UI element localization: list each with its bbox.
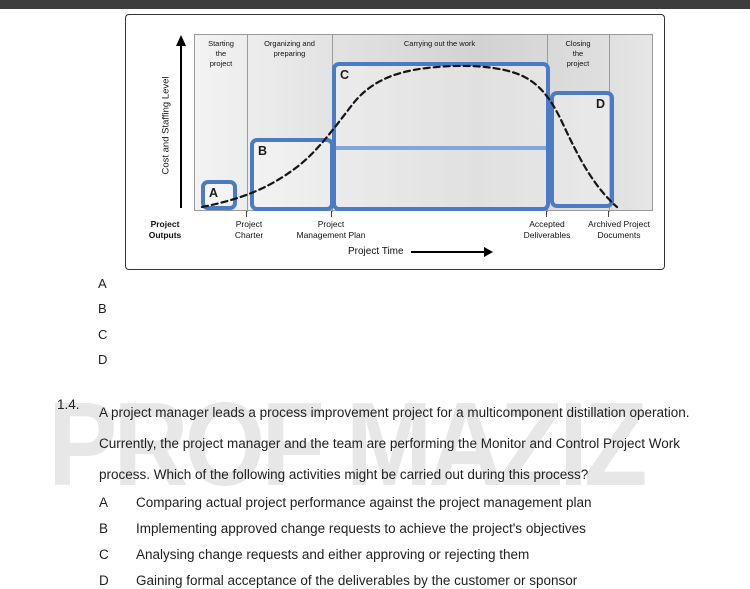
option-d: D Gaining formal acceptance of the delive… [99, 568, 592, 589]
project-lifecycle-diagram: Cost and Staffing Level Starting the pro… [125, 14, 665, 270]
watermark-text: PROF MAZIZ [48, 379, 647, 512]
phase-divider [609, 35, 610, 212]
box-d-label: D [595, 97, 605, 111]
option-b-text: Implementing approved change requests to… [136, 521, 586, 536]
box-b: B [250, 138, 334, 211]
option-b-letter: B [99, 521, 109, 536]
option-c-text: Analysing change requests and either app… [136, 547, 530, 562]
option-c-letter: C [99, 547, 109, 562]
box-a-label: A [209, 186, 219, 200]
question-text: A project manager leads a process improv… [99, 405, 690, 482]
question-options: A Comparing actual project performance ag… [99, 490, 592, 589]
option-d-text: Gaining formal acceptance of the deliver… [136, 573, 578, 588]
phase-label-carrying: Carrying out the work [403, 39, 476, 48]
option-c: C Analysing change requests and either ap… [99, 542, 592, 568]
axis-tick [331, 211, 332, 217]
chart-plot-area: Starting the project Organizing and prep… [194, 34, 653, 212]
phase-label-organizing: Organizing and preparing [264, 39, 315, 58]
axis-tick [546, 211, 547, 217]
box-c-label: C [340, 68, 350, 82]
y-axis-label: Cost and Staffing Level [160, 76, 172, 175]
axis-tick [608, 211, 609, 217]
label-archived-documents: Archived Project Documents [588, 219, 650, 241]
phase-label-closing: Closing the project [565, 39, 591, 68]
option-a-letter: A [99, 495, 109, 510]
y-axis-arrow-icon [176, 35, 186, 46]
answer-letter-list: A B C D [98, 271, 107, 373]
cost-staffing-curve [200, 64, 619, 209]
time-arrow-icon [410, 246, 493, 257]
box-d: D [550, 91, 614, 208]
window-top-bar [0, 0, 750, 9]
answer-letter-d: D [98, 352, 108, 368]
option-a: A Comparing actual project performance ag… [99, 490, 592, 516]
question-number: 1.4. [57, 397, 80, 412]
x-axis-label: Project Time [348, 246, 404, 257]
answer-letter-a: A [98, 276, 107, 291]
answer-letter-c: C [98, 326, 108, 342]
box-a: A [201, 180, 237, 210]
y-axis-line [180, 45, 182, 208]
process-level-line [334, 146, 553, 150]
label-accepted-deliverables: Accepted Deliverables [523, 219, 571, 241]
phase-divider [247, 35, 248, 212]
answer-letter-b: B [98, 301, 107, 317]
option-b: B Implementing approved change requests t… [99, 516, 592, 542]
axis-tick [246, 211, 247, 217]
x-axis-title: Project Time [348, 246, 493, 257]
box-c: C [332, 62, 550, 211]
option-a-text: Comparing actual project performance aga… [136, 495, 592, 510]
label-project-outputs: Project Outputs [148, 219, 182, 241]
label-project-charter: Project Charter [234, 219, 264, 241]
box-b-label: B [258, 144, 268, 158]
phase-label-starting: Starting the project [208, 39, 234, 68]
option-d-letter: D [99, 573, 109, 588]
label-project-mgmt-plan: Project Management Plan [296, 219, 366, 241]
